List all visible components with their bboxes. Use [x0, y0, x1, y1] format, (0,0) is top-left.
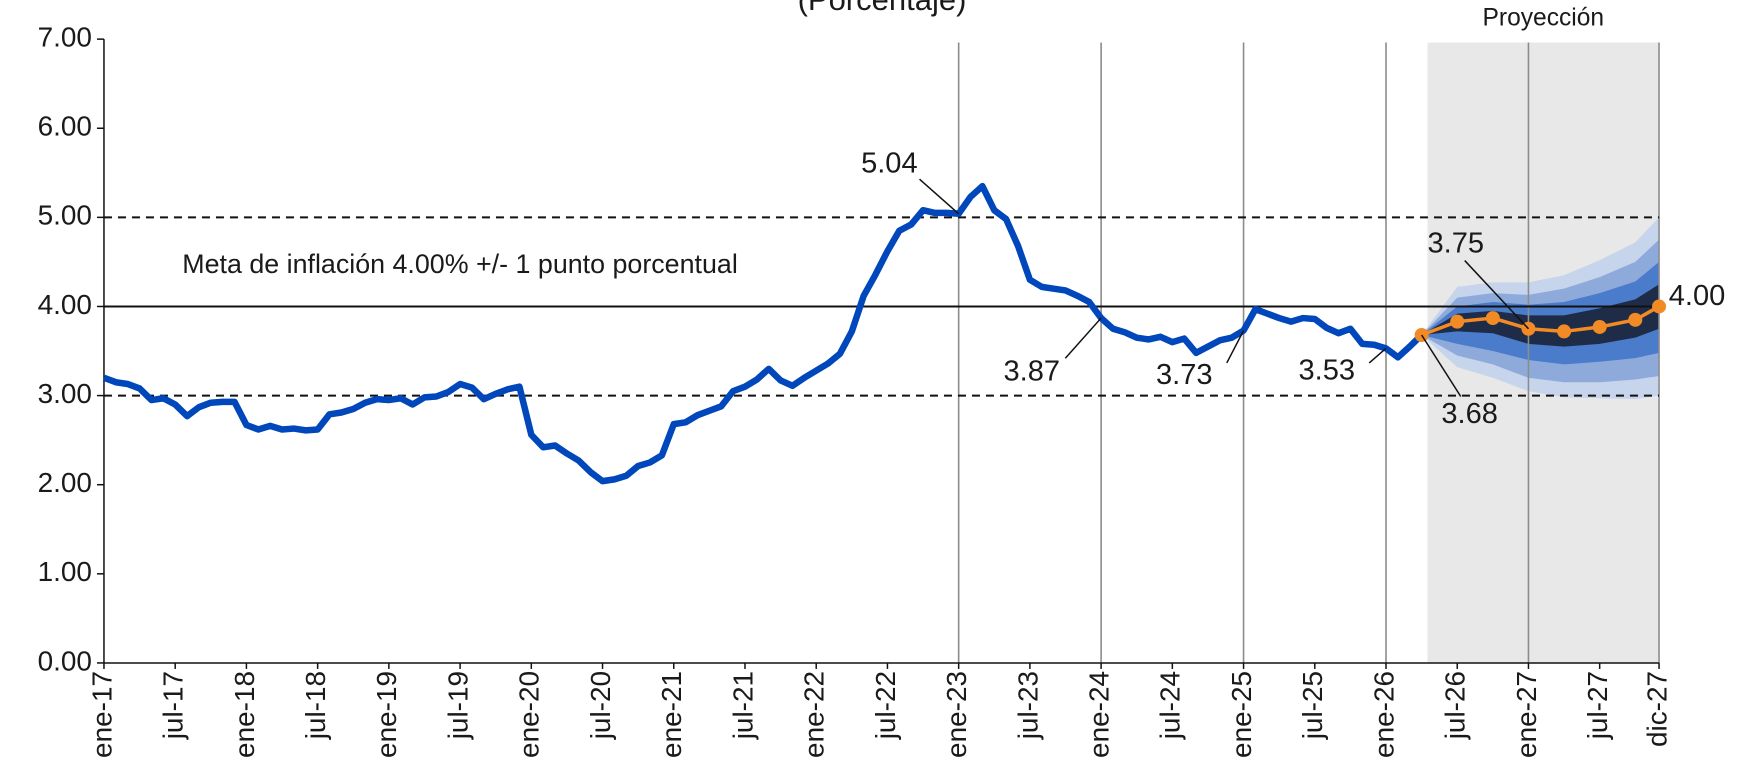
- y-tick-label: 1.00: [38, 556, 92, 587]
- x-tick-label: ene-23: [941, 671, 972, 758]
- x-tick-label: jul-25: [1297, 671, 1328, 740]
- x-tick-label: ene-22: [799, 671, 830, 758]
- label-leader: [919, 178, 960, 215]
- x-tick-label: jul-26: [1440, 671, 1471, 740]
- y-tick-label: 0.00: [38, 645, 92, 676]
- value-label: 5.04: [861, 147, 918, 179]
- series-marker: [1592, 319, 1607, 334]
- y-tick-label: 5.00: [38, 200, 92, 231]
- x-tick-label: jul-23: [1012, 671, 1043, 740]
- x-tick-label: jul-27: [1582, 671, 1613, 740]
- projection-label: Proyección: [1482, 5, 1604, 32]
- x-tick-label: jul-20: [585, 671, 616, 740]
- target-label: Meta de inflación 4.00% +/- 1 punto porc…: [182, 249, 738, 279]
- x-tick-label: jul-17: [158, 671, 189, 740]
- x-tick-label: ene-25: [1226, 671, 1257, 758]
- label-leader: [1064, 317, 1102, 359]
- value-label: 3.73: [1156, 359, 1213, 391]
- value-label: 3.87: [1004, 356, 1061, 388]
- x-tick-label: ene-20: [514, 671, 545, 758]
- y-tick-label: 4.00: [38, 289, 92, 320]
- y-tick-label: 7.00: [38, 22, 92, 53]
- value-label: 3.75: [1428, 228, 1485, 260]
- x-tick-label: ene-21: [656, 671, 687, 758]
- series-marker: [1450, 314, 1465, 329]
- series-marker: [1628, 312, 1643, 327]
- x-tick-label: ene-24: [1083, 671, 1114, 758]
- x-tick-label: dic-27: [1641, 671, 1672, 747]
- label-leader: [1464, 260, 1530, 330]
- value-label: 3.53: [1298, 355, 1355, 387]
- value-label: 4.00: [1669, 280, 1726, 312]
- chart-subtitle: (Porcentaje): [798, 0, 967, 17]
- x-tick-label: jul-21: [727, 671, 758, 740]
- label-leader: [1226, 330, 1245, 364]
- series-line: [102, 182, 1424, 485]
- label-leader: [1368, 347, 1387, 364]
- x-tick-label: ene-18: [229, 671, 260, 758]
- series-marker: [1557, 324, 1572, 339]
- label-leader: [1420, 334, 1462, 397]
- series-marker: [1652, 299, 1667, 314]
- y-tick-label: 3.00: [38, 378, 92, 409]
- value-label: 3.68: [1441, 398, 1498, 430]
- x-tick-label: ene-27: [1511, 671, 1542, 758]
- x-tick-label: jul-24: [1155, 671, 1186, 740]
- x-tick-label: jul-22: [870, 671, 901, 740]
- x-tick-label: ene-17: [86, 671, 117, 758]
- y-tick-label: 2.00: [38, 467, 92, 498]
- x-tick-label: jul-19: [442, 671, 473, 740]
- x-tick-label: ene-26: [1368, 671, 1399, 758]
- y-tick-label: 6.00: [38, 111, 92, 142]
- series-marker: [1485, 311, 1500, 326]
- x-tick-label: jul-18: [300, 671, 331, 740]
- x-tick-label: ene-19: [371, 671, 402, 758]
